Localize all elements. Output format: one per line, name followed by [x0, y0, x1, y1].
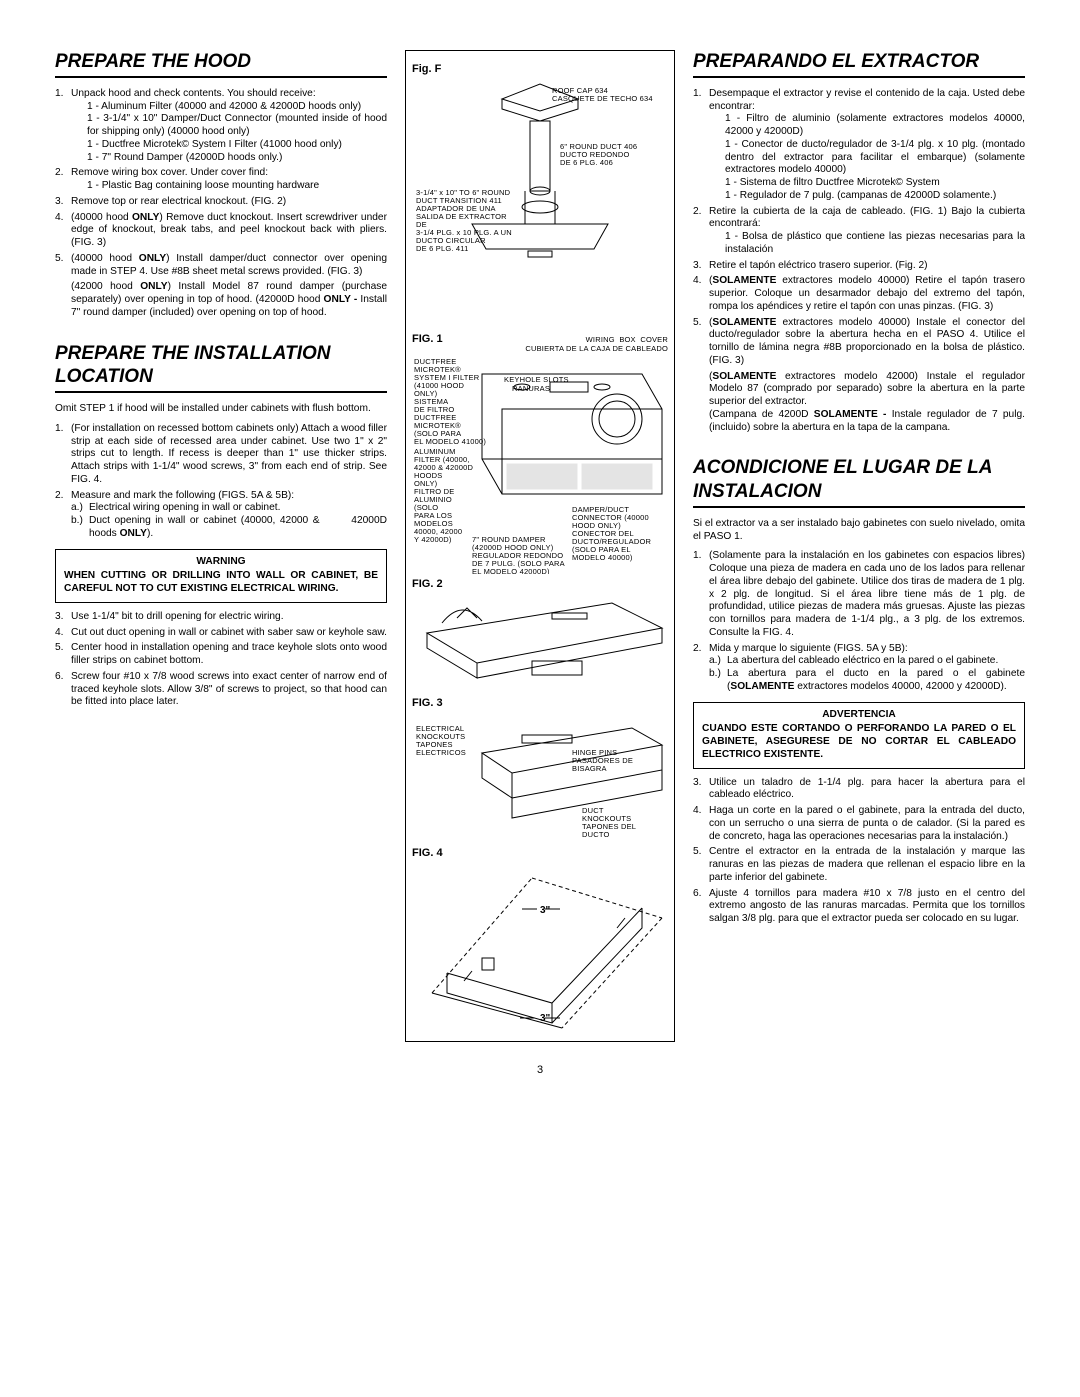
svg-text:DE 6 PLG. 406: DE 6 PLG. 406 [560, 158, 613, 167]
svg-text:Y 42000D): Y 42000D) [414, 535, 452, 544]
list-item: Remove top or rear electrical knockout. … [55, 196, 387, 209]
list-item: Screw four #10 x 7/8 wood screws into ex… [55, 671, 387, 709]
prepare-location-list-2: Use 1-1/4" bit to drill opening for elec… [55, 611, 387, 709]
list-item: Remove wiring box cover. Under cover fin… [55, 167, 387, 193]
list-item: Mida y marque lo siguiente (FIGS. 5A y 5… [693, 643, 1025, 694]
svg-text:EL MODELO 41000): EL MODELO 41000) [414, 437, 486, 446]
list-item: Measure and mark the following (FIGS. 5A… [55, 490, 387, 541]
fig-4-diagram: 3" 3" [412, 863, 668, 1033]
heading-preparando: PREPARANDO EL EXTRACTOR [693, 50, 1025, 78]
list-item: (SOLAMENTE extractores modelo 40000) Ins… [693, 317, 1025, 435]
fig-4-label: FIG. 4 [412, 847, 668, 861]
fig-1-diagram: DUCTFREE MICROTEK® SYSTEM I FILTER (4100… [412, 354, 668, 574]
warning-title: WARNING [64, 556, 378, 569]
preparando-list: Desempaque el extractor y revise el cont… [693, 88, 1025, 435]
heading-prepare-hood: PREPARE THE HOOD [55, 50, 387, 78]
three-column-layout: PREPARE THE HOOD Unpack hood and check c… [55, 50, 1025, 1042]
list-item: Unpack hood and check contents. You shou… [55, 88, 387, 165]
svg-text:MODELO 40000): MODELO 40000) [572, 553, 633, 562]
list-item: (40000 hood ONLY) Remove duct knockout. … [55, 212, 387, 250]
figure-column: Fig. F ROOF CAP 634 CASQUETE DE TECHO 63… [405, 50, 675, 1042]
svg-text:KEYHOLE SLOTS: KEYHOLE SLOTS [504, 375, 569, 384]
list-item: Center hood in installation opening and … [55, 642, 387, 668]
fig-3-diagram: ELECTRICAL KNOCKOUTS TAPONES ELECTRICOS … [412, 713, 668, 843]
list-item: Haga un corte en la pared o el gabinete,… [693, 805, 1025, 843]
list-item: (40000 hood ONLY) Install damper/duct co… [55, 253, 387, 320]
left-column: PREPARE THE HOOD Unpack hood and check c… [55, 50, 387, 1042]
list-item: Cut out duct opening in wall or cabinet … [55, 627, 387, 640]
list-item: Retire el tapón eléctrico trasero superi… [693, 260, 1025, 273]
list-item: Ajuste 4 tornillos para madera #10 x 7/8… [693, 888, 1025, 926]
svg-text:DE 6 PLG. 411: DE 6 PLG. 411 [416, 244, 469, 253]
list-item: (For installation on recessed bottom cab… [55, 423, 387, 487]
intro-text: Omit STEP 1 if hood will be installed un… [55, 403, 387, 416]
prepare-location-list: (For installation on recessed bottom cab… [55, 423, 387, 541]
warning-title-es: ADVERTENCIA [702, 709, 1016, 722]
heading-prepare-location: PREPARE THE INSTALLATION LOCATION [55, 342, 387, 394]
svg-text:EL MODELO 42000D): EL MODELO 42000D) [472, 567, 550, 574]
list-item: Use 1-1/4" bit to drill opening for elec… [55, 611, 387, 624]
list-item: Retire la cubierta de la caja de cablead… [693, 206, 1025, 257]
fig-2-diagram [412, 593, 668, 693]
svg-text:RANURAS: RANURAS [512, 384, 550, 393]
acondicione-list-2: Utilice un taladro de 1-1/4 plg. para ha… [693, 777, 1025, 926]
svg-text:ELECTRICOS: ELECTRICOS [416, 748, 466, 757]
acondicione-list: (Solamente para la instalación en los ga… [693, 550, 1025, 693]
svg-text:SALIDA DE EXTRACTOR: SALIDA DE EXTRACTOR [416, 212, 507, 221]
svg-text:3": 3" [540, 905, 551, 916]
fig-1-title: WIRING BOX COVERCUBIERTA DE LA CAJA DE C… [453, 335, 668, 354]
warning-body-es: CUANDO ESTE CORTANDO O PERFORANDO LA PAR… [702, 723, 1016, 761]
list-item: Desempaque el extractor y revise el cont… [693, 88, 1025, 203]
fig-2-label: FIG. 2 [412, 578, 668, 592]
fig-f-label: Fig. F [412, 63, 668, 77]
warning-body: WHEN CUTTING OR DRILLING INTO WALL OR CA… [64, 570, 378, 596]
intro-text-es: Si el extractor va a ser instalado bajo … [693, 518, 1025, 544]
fig-1-label: FIG. 1 [412, 333, 443, 347]
svg-text:BISAGRA: BISAGRA [572, 764, 607, 773]
fig-f-diagram: ROOF CAP 634 CASQUETE DE TECHO 634 6" RO… [412, 79, 668, 329]
list-item: (Solamente para la instalación en los ga… [693, 550, 1025, 639]
warning-box: WARNING WHEN CUTTING OR DRILLING INTO WA… [55, 549, 387, 603]
warning-box-es: ADVERTENCIA CUANDO ESTE CORTANDO O PERFO… [693, 702, 1025, 769]
list-item: (SOLAMENTE extractores modelo 40000) Ret… [693, 275, 1025, 313]
prepare-hood-list: Unpack hood and check contents. You shou… [55, 88, 387, 320]
list-item: Centre el extractor en la entrada de la … [693, 846, 1025, 884]
fig-3-label: FIG. 3 [412, 697, 668, 711]
list-item: Utilice un taladro de 1-1/4 plg. para ha… [693, 777, 1025, 803]
heading-acondicione: ACONDICIONE EL LUGAR DE LA INSTALACION [693, 456, 1025, 508]
right-column: PREPARANDO EL EXTRACTOR Desempaque el ex… [693, 50, 1025, 1042]
svg-text:CASQUETE DE TECHO 634: CASQUETE DE TECHO 634 [552, 94, 653, 103]
svg-text:DUCTO: DUCTO [582, 830, 610, 839]
page-number: 3 [55, 1064, 1025, 1078]
